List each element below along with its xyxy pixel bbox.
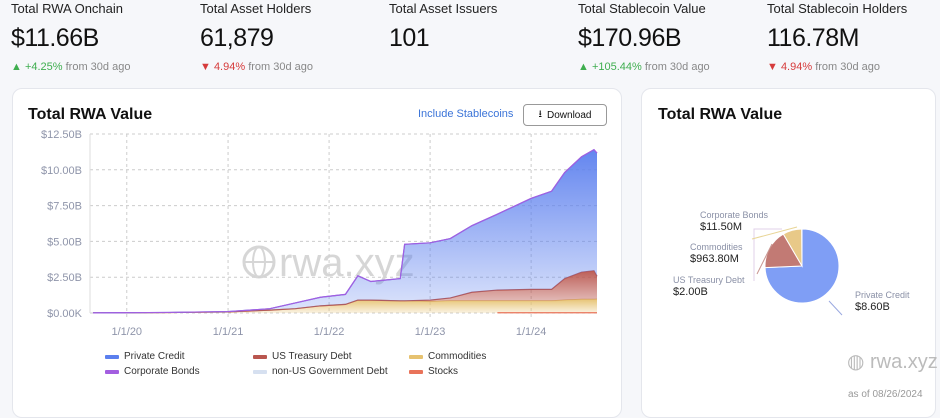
watermark-text: rwa.xyz: [870, 351, 938, 373]
change-suffix: from 30d ago: [66, 61, 131, 73]
pie-label-name: Commodities: [690, 242, 743, 252]
x-tick-label: 1/1/20: [111, 326, 142, 338]
y-tick-label: $12.50B: [41, 129, 82, 141]
pie-label-name: US Treasury Debt: [673, 275, 745, 285]
pie-label-commodities: Commodities$963.80M: [690, 241, 743, 266]
x-tick-label: 1/1/24: [516, 326, 547, 338]
stat-label: Total RWA Onchain: [11, 1, 130, 16]
change-suffix: from 30d ago: [645, 61, 710, 73]
area-chart: $0.00K $2.50B $5.00B $7.50B $10.00B $12.50B 1/…: [13, 124, 623, 364]
pie-chart: [642, 189, 937, 349]
legend-label: Corporate Bonds: [124, 366, 200, 378]
rwa-breakdown-card: Total RWA Value Private Credit$8.60B US T…: [641, 88, 936, 418]
download-button[interactable]: ⭳ Download: [523, 104, 607, 126]
stat-value: 101: [389, 24, 497, 53]
legend-item-corporate-bonds[interactable]: Corporate Bonds: [105, 366, 200, 378]
pie-label-value: $11.50M: [700, 221, 768, 234]
stat-value: 61,879: [200, 24, 313, 53]
stat-value: 116.78M: [767, 24, 907, 53]
pie-leader-line: [829, 301, 842, 315]
y-tick-label: $2.50B: [47, 272, 82, 284]
legend-swatch: [253, 355, 267, 359]
stat-total-rwa-onchain: Total RWA Onchain $11.66B ▲ +4.25% from 30…: [11, 0, 130, 73]
as-of-date: as of 08/26/2024: [848, 389, 923, 401]
legend-item-non-us-government-debt[interactable]: non-US Government Debt: [253, 366, 388, 378]
pie-label-value: $8.60B: [855, 301, 910, 314]
watermark-text: rwa.xyz: [279, 241, 415, 285]
y-tick-label: $0.00K: [47, 308, 83, 320]
stat-label: Total Asset Holders: [200, 1, 313, 16]
y-tick-label: $7.50B: [47, 201, 82, 213]
stat-change: ▼ 4.94% from 30d ago: [767, 61, 907, 73]
stat-total-stablecoin-holders: Total Stablecoin Holders 116.78M ▼ 4.94% f…: [767, 0, 907, 73]
rwa-value-card: Total RWA Value Include Stablecoins ⭳ Dow…: [12, 88, 622, 418]
pie-label-name: Private Credit: [855, 290, 910, 300]
stat-label: Total Stablecoin Holders: [767, 1, 907, 16]
legend-item-stocks[interactable]: Stocks: [409, 366, 458, 378]
change-percent: ▼ 4.94%: [200, 61, 245, 73]
change-suffix: from 30d ago: [815, 61, 880, 73]
y-tick-label: $10.00B: [41, 165, 82, 177]
card-title: Total RWA Value: [28, 106, 152, 124]
legend-item-private-credit[interactable]: Private Credit: [105, 351, 185, 363]
legend-swatch: [409, 355, 423, 359]
legend-label: Stocks: [428, 366, 458, 378]
legend-item-commodities[interactable]: Commodities: [409, 351, 486, 363]
stat-value: $170.96B: [578, 24, 710, 53]
globe-icon: ◍: [847, 351, 864, 373]
stat-value: $11.66B: [11, 24, 130, 53]
legend-label: Commodities: [428, 351, 486, 363]
rwa-watermark-logo: rwa.xyz: [244, 241, 415, 285]
area-private-credit[interactable]: [93, 150, 597, 313]
stat-label: Total Asset Issuers: [389, 1, 497, 16]
stat-change: ▲ +105.44% from 30d ago: [578, 61, 710, 73]
change-percent: ▲ +105.44%: [578, 61, 642, 73]
pie-label-value: $2.00B: [673, 286, 745, 299]
legend-label: non-US Government Debt: [272, 366, 388, 378]
stat-change: ▼ 4.94% from 30d ago: [200, 61, 313, 73]
legend-label: Private Credit: [124, 351, 185, 363]
card-title: Total RWA Value: [658, 106, 782, 124]
x-tick-label: 1/1/21: [213, 326, 244, 338]
legend-swatch: [105, 355, 119, 359]
stat-total-stablecoin-value: Total Stablecoin Value $170.96B ▲ +105.44%…: [578, 0, 710, 73]
legend-swatch: [105, 370, 119, 374]
pie-label-private-credit: Private Credit$8.60B: [855, 289, 910, 314]
pie-label-us-treasury-debt: US Treasury Debt$2.00B: [673, 274, 745, 299]
stat-change: ▲ +4.25% from 30d ago: [11, 61, 130, 73]
stat-total-asset-holders: Total Asset Holders 61,879 ▼ 4.94% from 30…: [200, 0, 313, 73]
change-suffix: from 30d ago: [248, 61, 313, 73]
rwa-watermark-logo: ◍ rwa.xyz: [847, 351, 938, 375]
change-percent: ▼ 4.94%: [767, 61, 812, 73]
legend-item-us-treasury-debt[interactable]: US Treasury Debt: [253, 351, 351, 363]
download-label: Download: [547, 110, 591, 121]
include-stablecoins-link[interactable]: Include Stablecoins: [418, 108, 513, 120]
legend-swatch: [253, 370, 267, 374]
pie-label-name: Corporate Bonds: [700, 210, 768, 220]
legend-label: US Treasury Debt: [272, 351, 351, 363]
x-tick-label: 1/1/23: [415, 326, 446, 338]
legend-swatch: [409, 370, 423, 374]
y-tick-label: $5.00B: [47, 236, 82, 248]
download-icon: ⭳: [539, 107, 543, 124]
change-percent: ▲ +4.25%: [11, 61, 63, 73]
pie-label-corporate-bonds: Corporate Bonds$11.50M: [700, 209, 768, 234]
x-tick-label: 1/1/22: [314, 326, 345, 338]
pie-label-value: $963.80M: [690, 253, 743, 266]
stat-total-asset-issuers: Total Asset Issuers 101: [389, 0, 497, 53]
stat-label: Total Stablecoin Value: [578, 1, 710, 16]
